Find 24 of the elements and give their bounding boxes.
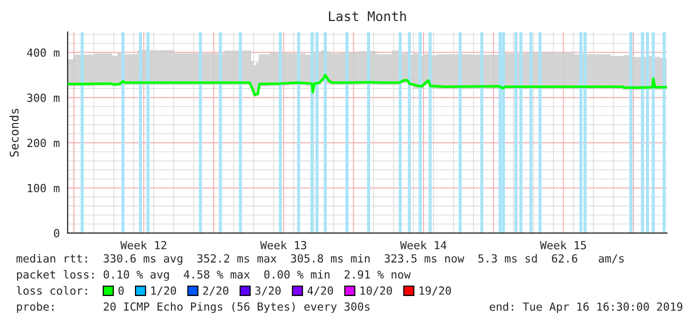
legend-label: 3/20: [255, 286, 281, 296]
y-tick-label: 400 m: [27, 48, 60, 57]
text: loss color:: [16, 286, 87, 295]
y-tick-label: 300 m: [27, 94, 60, 102]
text: packet loss: 0.10 % avg 4.58 % max 0.00 % min 2.91 % now: [17, 270, 411, 281]
chart-title: Last Month: [328, 10, 406, 22]
y-tick-label: 0: [54, 229, 60, 238]
y-tick-label: 200 m: [27, 138, 60, 148]
x-tick-label: Week 14: [400, 240, 446, 250]
y-axis-title: Seconds: [10, 108, 19, 157]
text: median rtt: 330.6 ms avg 352.2 ms max 305.8 ms min 323.5 ms now 5.3 ms sd 62.6 am/s: [16, 254, 624, 265]
text: end: Tue Apr 16 16:30:00 2019: [490, 302, 682, 313]
legend-label: 0: [118, 286, 124, 295]
x-tick-label: Week 15: [540, 240, 586, 250]
legend-label: 4/20: [307, 286, 333, 296]
legend-label: 19/20: [420, 286, 451, 296]
text: probe: 20 ICMP Echo Pings (56 Bytes) every 300s: [17, 302, 370, 313]
x-tick-label: Week 12: [120, 240, 166, 250]
x-tick-label: Week 13: [260, 240, 306, 250]
line-series: [68, 74, 668, 96]
legend-label: 2/20: [203, 286, 228, 296]
legend-label: 1/20: [151, 286, 176, 296]
legend-label: 10/20: [360, 286, 392, 296]
y-tick-label: 100 m: [28, 184, 60, 192]
